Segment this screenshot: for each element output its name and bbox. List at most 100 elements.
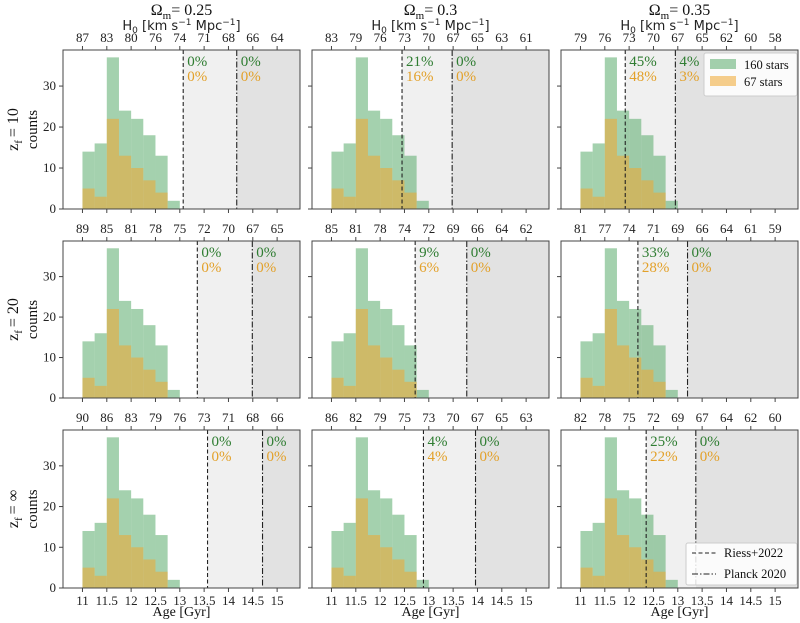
h0-tick-label: 65	[696, 30, 709, 45]
riess-excluded-region	[423, 430, 476, 588]
bar-160-stars	[592, 522, 605, 588]
age-tick-label: 13.5	[691, 593, 714, 608]
bar-67-stars	[629, 547, 642, 588]
riess-pct-67: 0%	[201, 260, 221, 276]
row-label: zf = 10	[5, 108, 25, 151]
h0-tick-label: 70	[422, 30, 435, 45]
h0-tick-label: 81	[574, 221, 587, 236]
h0-tick-label: 76	[374, 30, 388, 45]
bar-67-stars	[106, 308, 119, 398]
riess-pct-160: 33%	[642, 245, 670, 261]
bar-160-stars	[343, 522, 356, 588]
bar-67-stars	[629, 168, 642, 209]
panel-r2c1: 4%4% 0%0% 86 11 82 11.5 79 12 75 12.5 73 13 70 13.5 67…	[308, 410, 550, 620]
zf-value: = ∞	[5, 490, 22, 514]
bar-160-stars	[167, 579, 180, 588]
planck-pct-67: 0%	[471, 260, 491, 276]
h0-tick-label: 67	[246, 221, 260, 236]
riess-pct-160: 25%	[650, 434, 678, 450]
age-tick-label: 14	[222, 593, 236, 608]
h0-tick-label: 83	[125, 410, 138, 425]
h0-unit-part: [km s	[636, 19, 677, 34]
bar-67-stars	[143, 559, 156, 588]
h0-unit-part: Mpc	[441, 19, 472, 34]
age-tick-label: 12.5	[144, 593, 167, 608]
bar-67-stars	[343, 196, 356, 209]
bar-160-stars	[592, 143, 605, 209]
h0-tick-label: 79	[374, 410, 387, 425]
bar-67-stars	[94, 575, 107, 588]
y-tick-label: 0	[50, 580, 57, 595]
h0-tick-label: 67	[696, 410, 710, 425]
age-tick-label: 15	[520, 593, 533, 608]
planck-pct-160: 0%	[256, 245, 276, 261]
h0-tick-label: 70	[647, 30, 660, 45]
axes-frame	[311, 429, 550, 589]
bar-67-stars	[82, 567, 95, 588]
planck-excluded-region	[252, 241, 300, 398]
h0-tick-label: 78	[374, 221, 387, 236]
x-axis-label: Age [Gyr]	[402, 605, 460, 620]
h0-tick-label: 66	[471, 221, 485, 236]
age-tick-label: 12	[374, 593, 387, 608]
zf-symbol: z	[5, 144, 22, 151]
bar-67-stars	[592, 385, 605, 398]
h0-unit-sup: −1	[471, 18, 484, 28]
bar-67-stars	[580, 188, 593, 209]
bar-67-stars	[604, 308, 617, 398]
y-tick-label: 0	[50, 390, 57, 405]
bar-67-stars	[82, 377, 95, 398]
h0-tick-label: 76	[598, 30, 612, 45]
zf-subscript: f	[13, 140, 25, 144]
x-axis-label: Age [Gyr]	[651, 605, 709, 620]
bar-67-stars	[355, 498, 368, 588]
h0-tick-label: 72	[198, 221, 211, 236]
bar-67-stars	[331, 567, 344, 588]
bar-160-stars	[94, 143, 107, 209]
panel-r2c0: 0%0%0%0%90118611.583127912.576137313.571…	[43, 410, 301, 620]
h0-symbol: H	[371, 19, 381, 34]
h0-tick-label: 68	[246, 410, 259, 425]
bar-67-stars	[392, 559, 405, 588]
bar-67-stars	[592, 196, 605, 209]
panel-r1c2: 33%28% 0%0% 81 77 74 71 69 66 64 61 59	[557, 221, 799, 402]
bar-67-stars	[118, 155, 132, 209]
bar-67-stars	[616, 345, 630, 398]
h0-tick-label: 87	[76, 30, 90, 45]
age-tick-label: 15	[271, 593, 284, 608]
bar-67-stars	[331, 377, 344, 398]
y-tick-label: 10	[43, 539, 56, 554]
bar-67-stars	[355, 118, 368, 209]
age-tick-label: 11.5	[345, 593, 367, 608]
h0-tick-label: 86	[100, 410, 114, 425]
axes-frame	[311, 49, 550, 210]
h0-unit-part: Mpc	[192, 19, 223, 34]
h0-tick-label: 76	[149, 30, 163, 45]
h0-tick-label: 79	[349, 30, 362, 45]
planck-pct-67: 0%	[480, 449, 500, 465]
h0-tick-label: 74	[623, 221, 637, 236]
age-tick-label: 12.5	[393, 593, 416, 608]
bar-160-stars	[167, 200, 180, 209]
omega-value: = 0.25	[171, 2, 212, 19]
h0-tick-label: 82	[349, 410, 362, 425]
h0-unit-sup: −1	[427, 18, 440, 28]
bar-67-stars	[404, 571, 417, 588]
riess-pct-67: 0%	[187, 69, 207, 85]
y-tick-label: 20	[43, 499, 56, 514]
age-tick-label: 13.5	[193, 593, 216, 608]
h0-tick-label: 79	[149, 410, 162, 425]
h0-unit-sup: −1	[178, 18, 191, 28]
bar-67-stars	[155, 192, 168, 209]
legend-label: 67 stars	[744, 75, 783, 89]
h0-subscript: 0	[381, 26, 387, 36]
h0-tick-label: 60	[769, 410, 782, 425]
bar-160-stars	[343, 333, 356, 398]
x-axis-label: Age [Gyr]	[153, 605, 211, 620]
bar-67-stars	[143, 369, 156, 398]
h0-subscript: 0	[630, 26, 636, 36]
bar-67-stars	[392, 369, 405, 398]
bar-67-stars	[367, 155, 381, 209]
h0-tick-label: 64	[720, 410, 734, 425]
